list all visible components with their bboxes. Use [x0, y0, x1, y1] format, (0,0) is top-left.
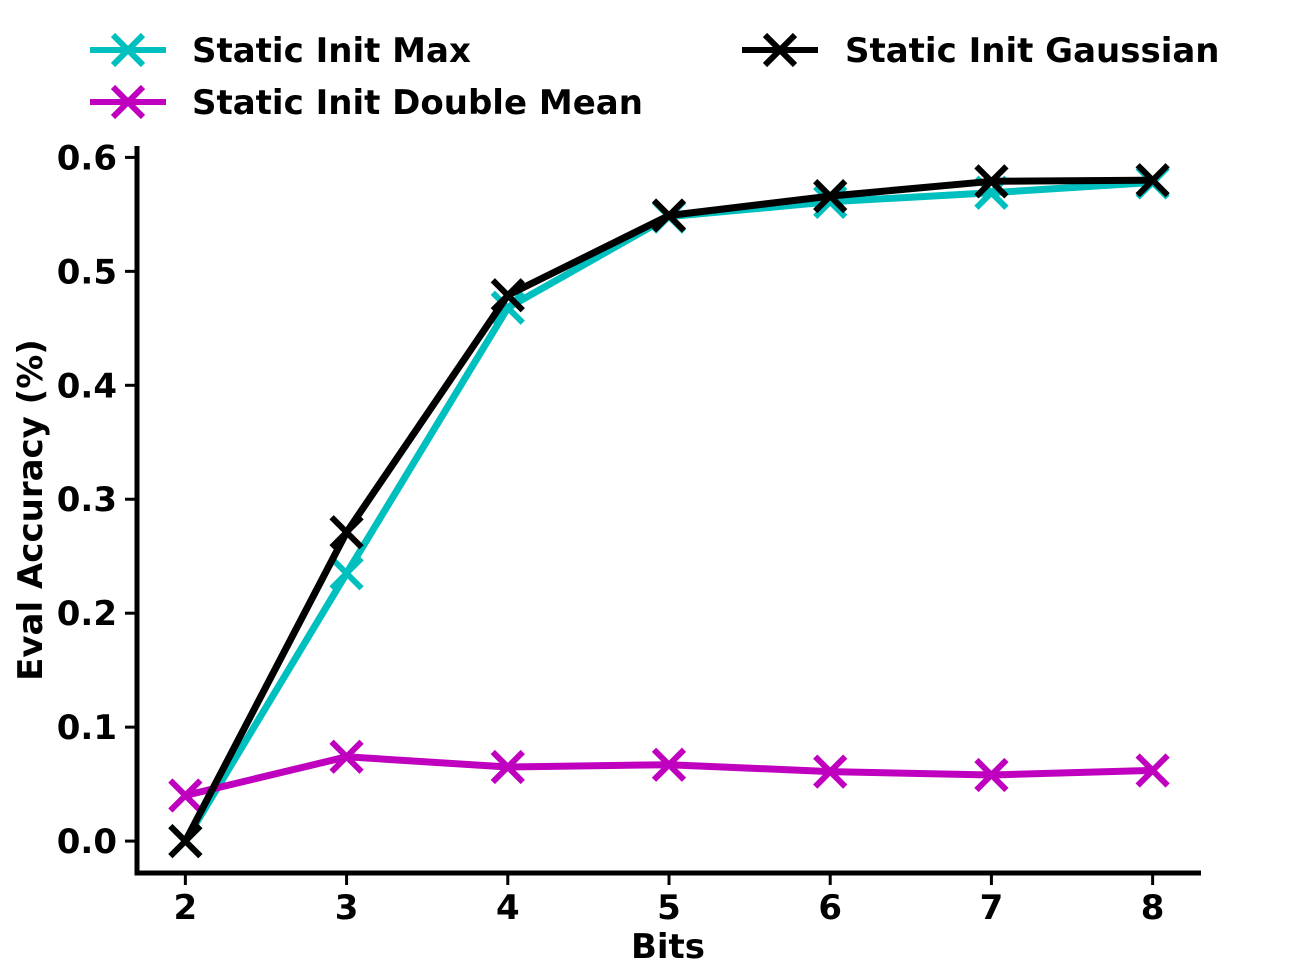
x-tick-label: 7 — [980, 888, 1004, 928]
series-line-static-init-max — [181, 179, 1157, 845]
legend-item-static-init-double-mean: Static Init Double Mean — [90, 83, 643, 123]
x-tick-label: 2 — [174, 888, 198, 928]
x-tick-label: 4 — [496, 888, 520, 928]
data-point-static-init-gaussian — [490, 278, 525, 313]
legend-item-static-init-max: Static Init Max — [90, 31, 471, 71]
data-point-static-init-gaussian — [329, 515, 364, 550]
data-point-static-init-gaussian — [974, 164, 1009, 199]
series-static-init-double-mean — [168, 739, 1170, 813]
y-tick-label: 0.1 — [57, 708, 117, 748]
x-tick-label: 6 — [818, 888, 842, 928]
series-static-init-max — [168, 165, 1170, 859]
y-tick-label: 0.4 — [57, 366, 117, 406]
data-point-static-init-gaussian — [813, 179, 848, 214]
data-point-static-init-double-mean — [168, 778, 203, 813]
data-point-static-init-max — [490, 290, 525, 325]
legend: Static Init Max Static Init Double Mean … — [90, 31, 1220, 123]
x-tick-label: 5 — [657, 888, 681, 928]
x-tick-label: 3 — [335, 888, 359, 928]
y-tick-label: 0.2 — [57, 594, 117, 634]
data-point-static-init-double-mean — [1135, 753, 1170, 788]
y-tick-label: 0.6 — [57, 138, 117, 178]
legend-marker-static-init-double-mean — [110, 84, 146, 120]
y-axis-title: Eval Accuracy (%) — [11, 339, 51, 681]
series-line-static-init-gaussian — [181, 176, 1157, 845]
data-point-static-init-double-mean — [813, 754, 848, 789]
y-tick-label: 0.5 — [57, 252, 117, 292]
x-tick-label: 8 — [1141, 888, 1165, 928]
ticks: 2 3 4 5 6 7 8 0.0 0.1 0.2 0.3 0.4 0.5 0.6 — [57, 138, 1165, 928]
legend-marker-static-init-max — [110, 32, 146, 68]
data-point-static-init-double-mean — [651, 747, 687, 782]
legend-label-static-init-double-mean: Static Init Double Mean — [192, 83, 643, 123]
data-point-static-init-double-mean — [490, 749, 525, 785]
data-point-static-init-max — [329, 556, 364, 591]
y-tick-label: 0.0 — [57, 822, 117, 862]
series-static-init-gaussian — [168, 163, 1170, 859]
data-point-static-init-gaussian — [168, 823, 203, 859]
legend-item-static-init-gaussian: Static Init Gaussian — [742, 31, 1220, 71]
data-point-static-init-double-mean — [974, 757, 1009, 793]
data-point-static-init-gaussian — [651, 198, 687, 233]
data-point-static-init-double-mean — [329, 739, 364, 774]
y-tick-label: 0.3 — [57, 480, 117, 520]
legend-label-static-init-gaussian: Static Init Gaussian — [845, 31, 1220, 71]
legend-label-static-init-max: Static Init Max — [192, 31, 471, 71]
legend-marker-static-init-gaussian — [762, 32, 798, 68]
data-point-static-init-gaussian — [1135, 163, 1170, 198]
x-axis-title: Bits — [631, 927, 705, 967]
series-layer — [168, 163, 1170, 859]
